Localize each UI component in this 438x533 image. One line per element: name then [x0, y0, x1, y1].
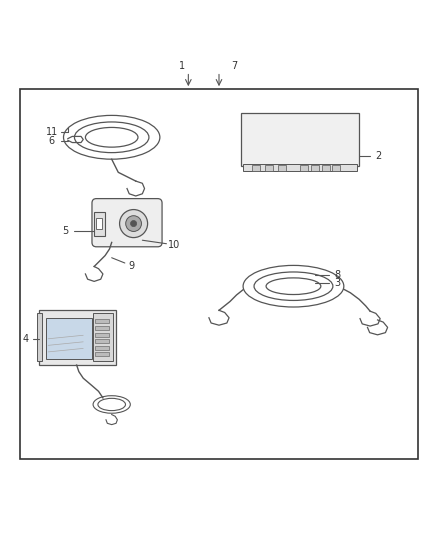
FancyBboxPatch shape [39, 310, 116, 365]
Text: 11: 11 [46, 127, 58, 136]
FancyBboxPatch shape [96, 219, 102, 229]
Bar [95, 326, 109, 330]
Bar [311, 165, 319, 171]
FancyBboxPatch shape [46, 318, 92, 359]
Bar [95, 319, 109, 324]
FancyBboxPatch shape [92, 199, 162, 247]
Bar [95, 333, 109, 336]
Text: 3: 3 [334, 278, 340, 288]
Circle shape [131, 221, 137, 227]
Text: 5: 5 [62, 227, 68, 237]
Text: 4: 4 [22, 334, 28, 344]
Bar [278, 165, 286, 171]
FancyBboxPatch shape [241, 113, 359, 166]
Text: 6: 6 [49, 136, 55, 146]
Text: 10: 10 [168, 240, 180, 250]
FancyBboxPatch shape [243, 165, 357, 171]
FancyBboxPatch shape [20, 89, 418, 459]
Bar [252, 165, 260, 171]
Bar [265, 165, 273, 171]
Text: 7: 7 [231, 61, 237, 71]
FancyBboxPatch shape [94, 212, 105, 236]
Text: 9: 9 [128, 261, 134, 271]
FancyBboxPatch shape [37, 313, 42, 361]
Bar [95, 339, 109, 343]
Bar [332, 165, 340, 171]
Circle shape [126, 216, 141, 231]
Text: 1: 1 [179, 61, 185, 71]
FancyBboxPatch shape [93, 313, 113, 361]
Bar [322, 165, 330, 171]
Text: 2: 2 [376, 151, 382, 161]
Bar [95, 352, 109, 356]
Circle shape [120, 209, 148, 238]
Text: 8: 8 [334, 270, 340, 280]
Bar [300, 165, 308, 171]
Bar [95, 346, 109, 350]
